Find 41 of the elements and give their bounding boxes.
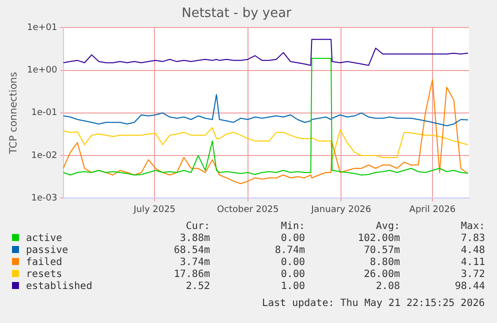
text: 70.57m <box>362 245 400 257</box>
text: 1.00 <box>280 281 305 293</box>
y-tick-label: 1e-03 <box>31 194 58 204</box>
text: 68.54m <box>172 245 210 257</box>
text: 98.44 <box>454 281 485 293</box>
y-tick-label: 1e+01 <box>26 22 58 33</box>
text: 3.88m <box>178 233 210 245</box>
text: 26.00m <box>362 269 400 281</box>
chart-title: Netstat - by year <box>182 6 292 22</box>
text: 2.08 <box>374 281 400 293</box>
text: 17.86m <box>172 269 210 281</box>
y-tick-label: 1e-01 <box>31 108 58 118</box>
y-tick-label: 1e+00 <box>26 66 58 76</box>
text: 8.80m <box>368 257 400 269</box>
legend-label: failed <box>25 257 64 269</box>
text: Cur: <box>184 221 210 233</box>
x-tick-label: July 2025 <box>132 204 176 215</box>
x-tick-label: October 2025 <box>216 204 279 215</box>
x-tick-label: April 2026 <box>409 204 456 215</box>
text: 3.74m <box>178 257 210 269</box>
text: Last update: Thu May 21 22:15:25 2026 <box>262 298 485 309</box>
legend-label: resets <box>25 269 64 281</box>
y-tick-label: 1e-02 <box>31 150 58 161</box>
text: 102.00m <box>356 233 400 245</box>
text: 3.72 <box>460 269 485 281</box>
legend-label: active <box>25 233 64 245</box>
text: 8.74m <box>274 245 305 257</box>
text: 0.00 <box>280 269 305 281</box>
text: 2.52 <box>184 281 210 293</box>
text: Avg: <box>374 221 400 233</box>
legend-label: established <box>25 281 94 293</box>
text: 0.00 <box>280 257 305 269</box>
text: 0.00 <box>280 233 305 245</box>
text: 4.11 <box>460 257 485 269</box>
text: 4.48 <box>460 245 485 257</box>
text: Max: <box>460 221 485 233</box>
y-axis-title: TCP connections <box>8 72 20 155</box>
x-tick-label: January 2026 <box>310 204 372 215</box>
legend-label: passive <box>25 245 70 257</box>
text: 7.83 <box>460 233 485 245</box>
text: Min: <box>280 221 305 233</box>
